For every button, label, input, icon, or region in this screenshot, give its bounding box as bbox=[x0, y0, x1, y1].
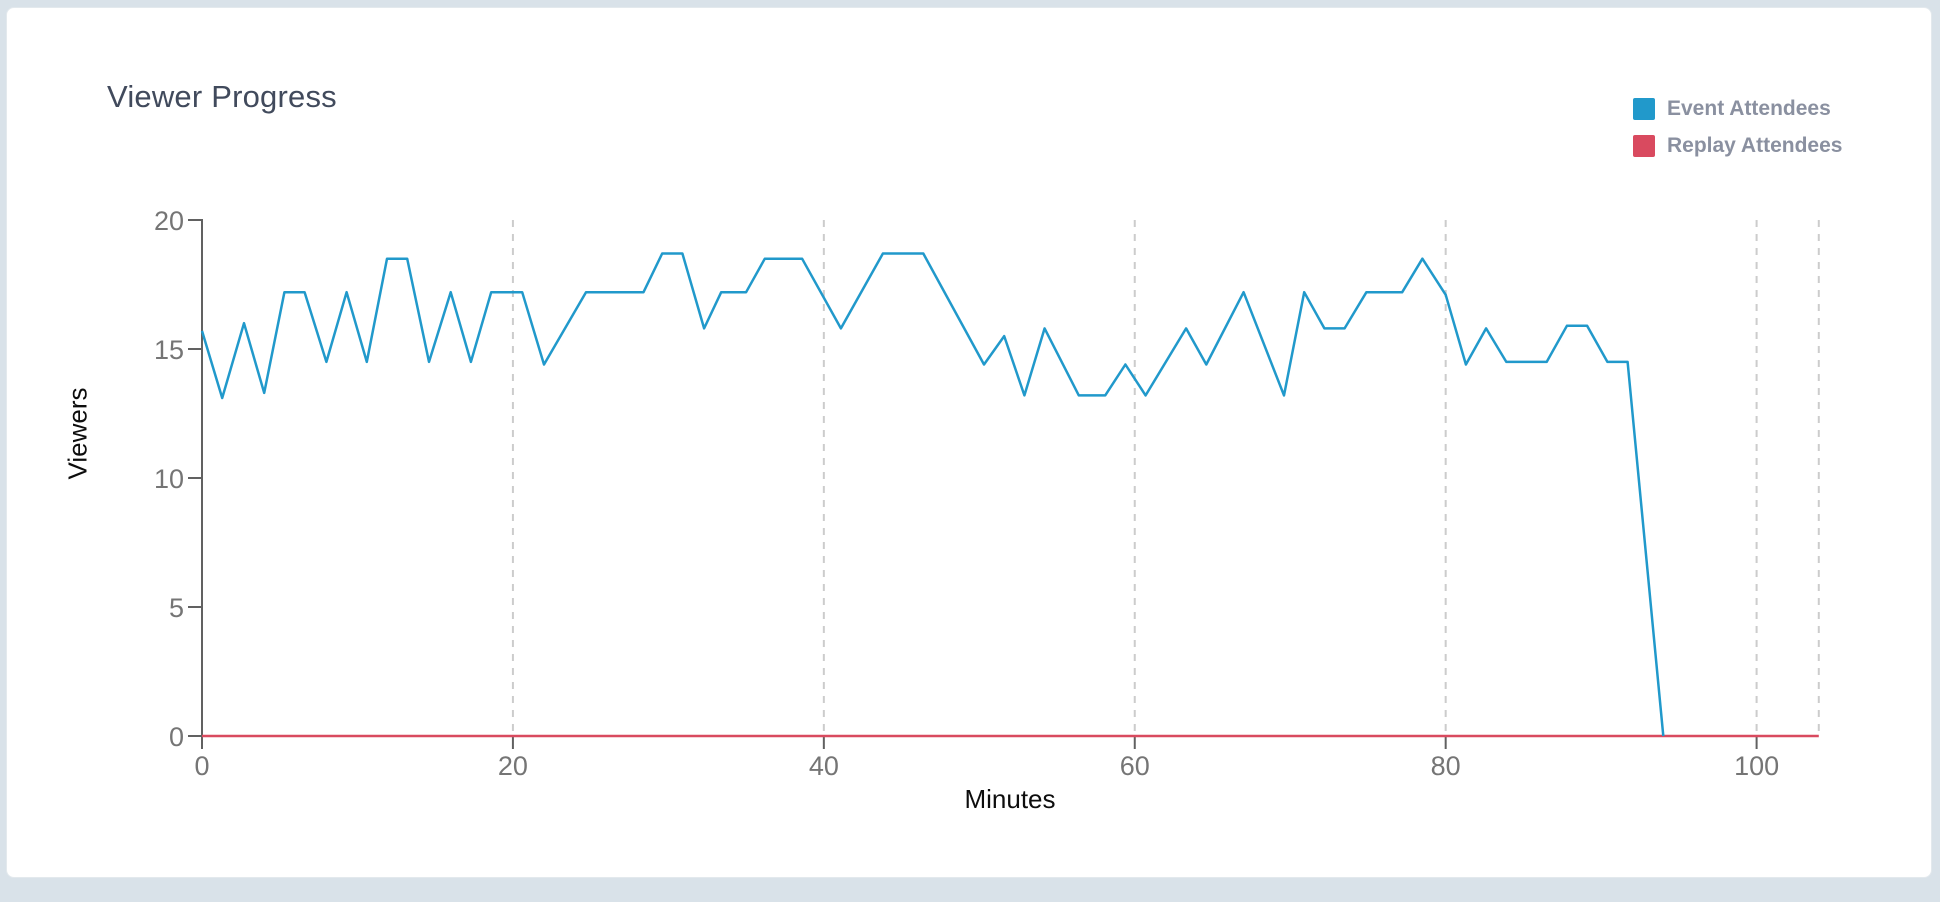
x-axis-title: Minutes bbox=[964, 784, 1056, 814]
chart-legend: Event Attendees Replay Attendees bbox=[1633, 97, 1842, 171]
legend-swatch-event-attendees bbox=[1633, 98, 1655, 120]
chart-title: Viewer Progress bbox=[107, 79, 337, 114]
x-tick-label: 0 bbox=[194, 751, 209, 781]
chart-card bbox=[6, 7, 1932, 878]
y-tick-label: 10 bbox=[154, 464, 184, 494]
legend-label-replay-attendees: Replay Attendees bbox=[1667, 134, 1843, 157]
x-tick-label: 80 bbox=[1431, 751, 1461, 781]
y-tick-label: 0 bbox=[169, 722, 184, 752]
x-tick-label: 100 bbox=[1734, 751, 1779, 781]
x-tick-label: 40 bbox=[809, 751, 839, 781]
legend-swatch-replay-attendees bbox=[1633, 135, 1655, 157]
y-tick-label: 5 bbox=[169, 593, 184, 623]
y-axis-title: Viewers bbox=[62, 387, 93, 480]
x-tick-label: 60 bbox=[1120, 751, 1150, 781]
y-tick-label: 15 bbox=[154, 335, 184, 365]
series-line-event-attendees bbox=[200, 252, 1665, 737]
legend-item-replay-attendees[interactable]: Replay Attendees bbox=[1633, 134, 1842, 158]
y-tick-label: 20 bbox=[154, 206, 184, 236]
x-tick-label: 20 bbox=[498, 751, 528, 781]
legend-item-event-attendees[interactable]: Event Attendees bbox=[1633, 97, 1842, 121]
legend-label-event-attendees: Event Attendees bbox=[1667, 97, 1831, 120]
